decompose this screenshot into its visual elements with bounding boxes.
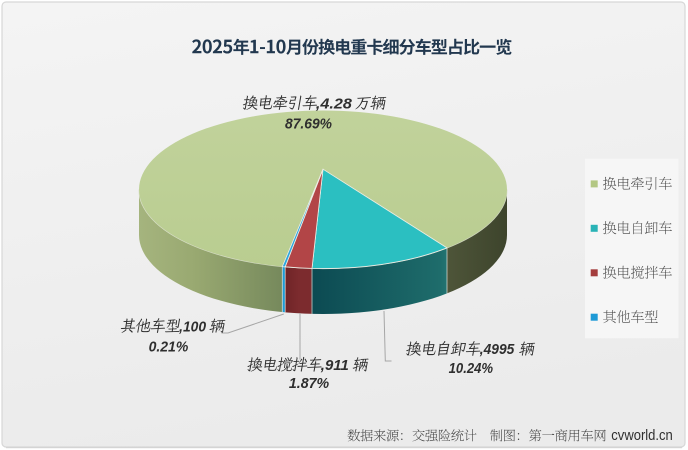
svg-text:,4995: ,4995 (479, 341, 515, 358)
svg-text:cvworld.cn: cvworld.cn (611, 428, 673, 444)
svg-text:,4.28: ,4.28 (315, 95, 353, 112)
svg-text:10.24%: 10.24% (449, 360, 494, 377)
svg-text:0.21%: 0.21% (149, 339, 189, 356)
svg-text:1.87%: 1.87% (289, 375, 329, 392)
svg-text:87.69%: 87.69% (285, 116, 332, 133)
svg-text:,911: ,911 (320, 357, 349, 374)
svg-text:,100: ,100 (178, 318, 207, 335)
